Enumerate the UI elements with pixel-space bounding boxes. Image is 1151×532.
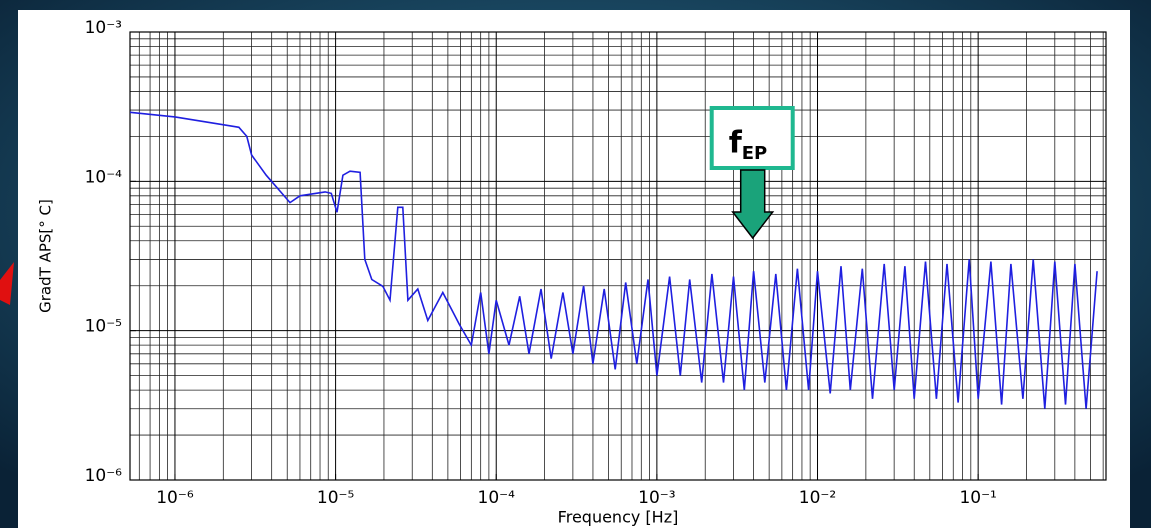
plot: 10⁻⁶ 10⁻⁵ 10⁻⁴ 10⁻³ 10⁻² 10⁻¹ 10⁻⁶ 10⁻⁵ 10⁻⁴ 10⁻³… [85, 18, 1107, 508]
y-tick-label: 10⁻³ [85, 18, 122, 38]
x-tick-label: 10⁻³ [638, 488, 675, 508]
x-axis-label: Frequency [Hz] [558, 508, 679, 527]
annotation-subscript: EP [742, 143, 768, 164]
y-tick-label: 10⁻⁶ [85, 466, 123, 486]
y-tick-label: 10⁻⁵ [85, 317, 122, 337]
x-tick-label: 10⁻⁶ [156, 488, 194, 508]
x-tick-label: 10⁻⁴ [478, 488, 516, 508]
x-tick-label: 10⁻¹ [959, 488, 996, 508]
decoration [0, 262, 14, 305]
y-tick-label: 10⁻⁴ [85, 167, 123, 187]
chart-panel [18, 10, 1130, 528]
y-axis-label: GradT APS[° C] [37, 199, 55, 313]
annotation-arrow [731, 169, 775, 240]
annotation-box [709, 106, 795, 170]
x-tick-label: 10⁻² [799, 488, 836, 508]
data-line [129, 111, 1098, 409]
plot-frame [129, 31, 1107, 481]
x-tick-label: 10⁻⁵ [317, 488, 354, 508]
